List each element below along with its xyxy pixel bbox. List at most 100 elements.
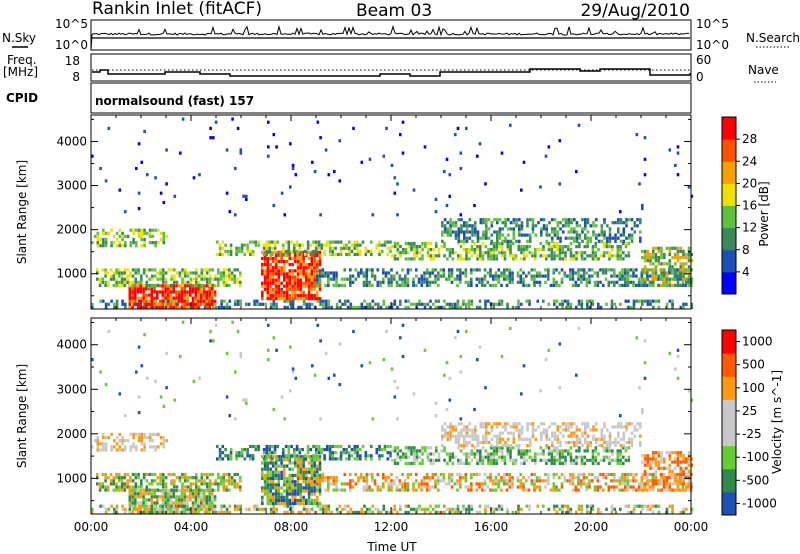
range-cell (142, 293, 145, 297)
range-cell (229, 457, 233, 461)
range-cell (589, 239, 593, 243)
range-cell (340, 482, 344, 486)
range-cell (586, 305, 589, 309)
range-cell (181, 117, 185, 121)
range-cell (506, 446, 510, 450)
range-cell (512, 221, 516, 225)
range-cell (676, 271, 679, 275)
range-cell (211, 504, 214, 508)
range-cell (269, 510, 273, 514)
range-cell (192, 176, 196, 180)
range-cell (460, 434, 463, 438)
range-cell (91, 154, 94, 158)
range-cell (261, 297, 264, 301)
range-cell (151, 482, 154, 486)
range-cell (266, 278, 270, 282)
range-cell (147, 498, 151, 502)
range-cell (636, 422, 639, 426)
range-cell (523, 458, 526, 462)
range-cell (462, 507, 465, 511)
range-cell (529, 422, 532, 426)
range-cell (646, 482, 650, 486)
range-cell (129, 280, 132, 284)
range-cell (457, 257, 460, 261)
range-cell (318, 274, 322, 278)
range-cell (591, 268, 594, 272)
range-cell (386, 252, 390, 257)
range-cell (417, 482, 421, 486)
range-cell (657, 299, 661, 303)
range-cell (613, 302, 617, 306)
range-cell (589, 254, 592, 258)
range-cell (307, 498, 311, 502)
range-cell (500, 302, 504, 306)
range-cell (577, 488, 580, 492)
range-cell (197, 290, 200, 294)
range-cell (533, 277, 536, 281)
range-cell (481, 280, 484, 284)
range-cell (181, 482, 184, 486)
range-cell (115, 436, 119, 440)
range-cell (459, 482, 462, 486)
range-cell (428, 283, 432, 287)
range-cell (365, 271, 369, 275)
range-cell (413, 248, 416, 252)
range-cell (439, 479, 443, 483)
range-cell (271, 252, 274, 257)
range-cell (465, 239, 469, 243)
range-cell (161, 501, 165, 505)
range-cell (481, 485, 484, 489)
range-cell (192, 271, 195, 275)
range-cell (180, 305, 184, 309)
range-cell (451, 455, 455, 459)
range-cell (437, 452, 441, 456)
range-cell (589, 444, 593, 448)
range-cell (316, 280, 319, 284)
range-cell (385, 305, 388, 309)
range-cell (202, 501, 206, 505)
range-cell (354, 277, 358, 281)
range-cell (212, 136, 215, 140)
range-cell (378, 243, 381, 247)
range-cell (288, 293, 292, 298)
range-cell (635, 479, 638, 483)
range-cell (459, 510, 463, 514)
range-cell (268, 444, 271, 449)
range-cell (131, 495, 134, 499)
range-cell (324, 302, 328, 306)
range-cell (421, 257, 424, 261)
range-cell (290, 444, 293, 449)
range-cell (291, 290, 294, 294)
range-cell (123, 268, 127, 272)
range-cell (547, 472, 550, 477)
range-cell (124, 234, 127, 238)
range-cell (294, 290, 297, 294)
range-cell (277, 498, 281, 502)
range-cell (274, 467, 278, 471)
range-cell (115, 299, 119, 303)
range-cell (205, 302, 209, 306)
range-cell (266, 470, 270, 474)
range-cell (296, 269, 300, 273)
range-cell (643, 157, 647, 161)
range-cell (284, 249, 288, 253)
range-cell (501, 239, 505, 243)
range-cell (564, 236, 568, 240)
range-cell (288, 275, 292, 279)
range-cell (98, 482, 102, 486)
range-cell (219, 479, 223, 483)
range-cell (96, 476, 99, 480)
range-cell (611, 254, 614, 258)
range-cell (671, 305, 674, 309)
range-cell (317, 448, 321, 452)
range-cell (110, 445, 113, 449)
range-cell (153, 296, 156, 300)
range-cell (211, 482, 215, 486)
range-cell (321, 268, 325, 272)
range-cell (238, 454, 241, 458)
range-cell (120, 274, 124, 278)
range-cell (101, 280, 105, 284)
range-cell (324, 504, 328, 508)
range-cell (496, 440, 499, 445)
range-cell (481, 277, 484, 281)
